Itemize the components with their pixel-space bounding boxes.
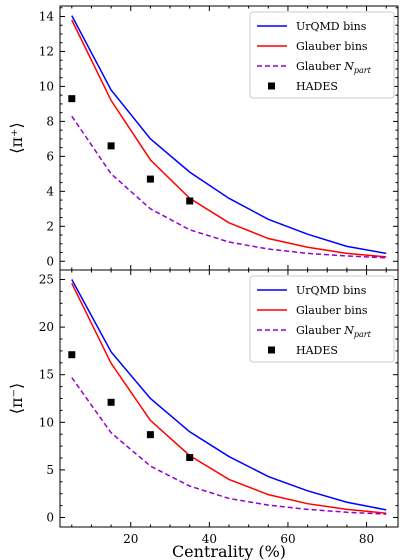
legend-label: Glauber Npart [296,324,372,339]
legend-marker [268,82,275,90]
legend-label: Glauber bins [296,40,368,53]
panel-1: UrQMD bins Glauber bins Glauber Npart HADES [59,5,399,271]
y-tick-label: 0 [46,510,54,524]
hades-marker [68,95,76,103]
legend-box [249,11,395,99]
legend-label: Glauber Npart [296,60,372,75]
hades-marker [146,431,154,439]
legend-box [249,275,395,363]
y-tick-label: 4 [46,184,54,198]
y-tick-label: 6 [46,149,54,163]
y-tick-label: 10 [39,415,54,429]
hades-marker [68,351,76,359]
hades-marker [186,454,194,462]
series-line-2 [71,377,387,515]
series-line-2 [71,115,387,259]
x-tick-label: 60 [280,532,295,546]
y-tick-label: 20 [39,320,54,334]
y-tick-label: 10 [39,79,54,93]
x-tick-label: 80 [359,532,374,546]
y-tick-label: 5 [46,463,54,477]
y-tick-label: 25 [39,273,54,287]
hades-marker [107,142,115,150]
series-line-1 [71,19,387,258]
legend-marker [268,346,275,354]
panel-2: UrQMD bins Glauber bins Glauber Npart HADES [59,269,399,528]
legend-label: UrQMD bins [296,20,367,33]
series-line-0 [71,279,387,511]
legend-label: UrQMD bins [296,284,367,297]
series-line-0 [71,15,387,255]
y-tick-label: 2 [46,219,54,233]
series-line-1 [71,282,387,514]
hades-marker [107,398,115,406]
legend-label: Glauber bins [296,304,368,317]
legend-label: HADES [296,344,338,357]
hades-marker [186,197,194,205]
y-tick-label: 14 [39,9,55,23]
y-tick-label: 0 [46,254,54,268]
x-axis-label: Centrality (%) [172,542,286,560]
hades-marker [146,175,154,183]
x-tick-label: 40 [202,532,217,546]
y-axis-label: ⟨π⁻⟩ [7,383,26,414]
legend-label: HADES [296,80,338,93]
y-tick-label: 8 [46,114,54,128]
y-tick-label: 12 [39,44,54,58]
y-axis-label: ⟨π⁺⟩ [7,122,26,153]
x-tick-label: 20 [123,532,138,546]
y-tick-label: 15 [39,368,54,382]
